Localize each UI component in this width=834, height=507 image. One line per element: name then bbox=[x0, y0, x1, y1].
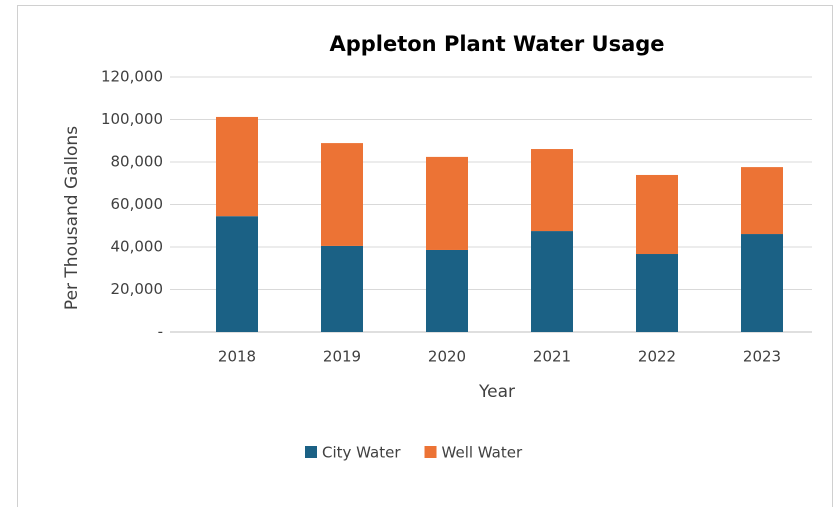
y-tick-label: - bbox=[158, 323, 163, 341]
bar-segment bbox=[741, 167, 783, 235]
x-tick-label: 2019 bbox=[323, 348, 361, 366]
chart-border bbox=[17, 5, 833, 507]
bar-segment bbox=[321, 143, 363, 246]
y-tick-label: 60,000 bbox=[111, 195, 164, 213]
bar-segment bbox=[531, 149, 573, 232]
legend-swatch bbox=[424, 446, 437, 458]
x-tick-label: 2022 bbox=[638, 348, 676, 366]
bar-segment bbox=[741, 234, 783, 332]
legend-label: City Water bbox=[322, 444, 401, 462]
bar-segment bbox=[531, 231, 573, 332]
x-tick-label: 2021 bbox=[533, 348, 571, 366]
x-tick-label: 2018 bbox=[218, 348, 256, 366]
x-tick-label: 2023 bbox=[743, 348, 781, 366]
x-tick-label: 2020 bbox=[428, 348, 466, 366]
y-tick-label: 40,000 bbox=[111, 238, 164, 256]
y-tick-label: 100,000 bbox=[101, 110, 163, 128]
x-axis-label: Year bbox=[478, 382, 515, 402]
bar-segment bbox=[426, 156, 468, 250]
bar-segment bbox=[321, 245, 363, 332]
y-tick-label: 80,000 bbox=[111, 153, 164, 171]
legend-swatch bbox=[305, 446, 317, 458]
bar-segment bbox=[636, 254, 678, 332]
y-tick-label: 20,000 bbox=[111, 280, 164, 298]
bar-segment bbox=[216, 116, 258, 217]
y-axis-label: Per Thousand Gallons bbox=[62, 126, 82, 310]
legend-label: Well Water bbox=[442, 444, 523, 462]
chart-title: Appleton Plant Water Usage bbox=[329, 32, 664, 56]
bar-segment bbox=[426, 249, 468, 332]
bar-segment bbox=[216, 216, 258, 332]
y-tick-label: 120,000 bbox=[101, 68, 163, 86]
bar-segment bbox=[636, 174, 678, 255]
